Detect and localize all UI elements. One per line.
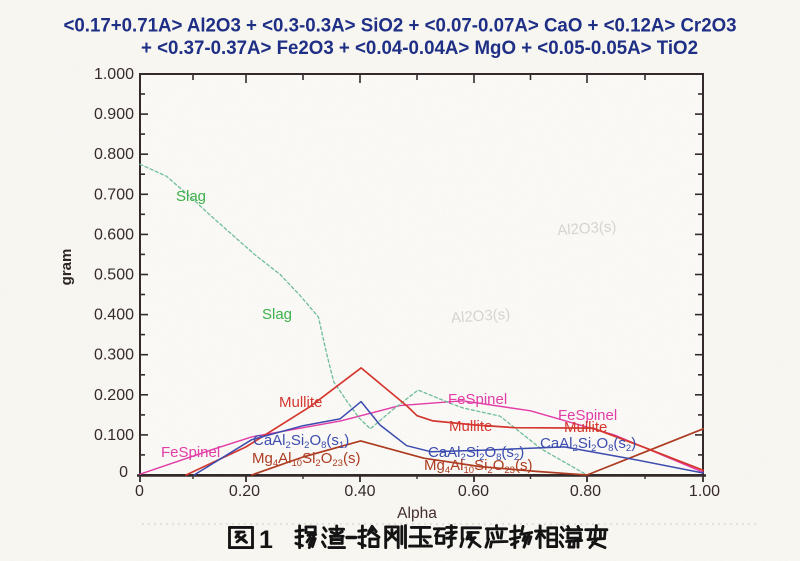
svg-text:1.000: 1.000 (94, 66, 134, 83)
svg-text:0: 0 (135, 483, 144, 500)
svg-text:0.500: 0.500 (94, 267, 134, 284)
svg-text:0.20: 0.20 (229, 483, 260, 500)
svg-text:Al2O3(s): Al2O3(s) (451, 306, 511, 327)
svg-text:Slag: Slag (262, 306, 292, 323)
svg-text:FeSpinel: FeSpinel (448, 391, 507, 408)
svg-text:0.40: 0.40 (344, 483, 375, 500)
svg-text:CaAl2Si2O8(s2): CaAl2Si2O8(s2) (540, 435, 636, 454)
svg-text:0.80: 0.80 (570, 483, 601, 500)
svg-text:FeSpinel: FeSpinel (161, 444, 220, 461)
svg-text:Slag: Slag (176, 188, 206, 205)
svg-text:0.400: 0.400 (94, 307, 134, 324)
svg-text:+ <0.37-0.37A> Fe2O3 + <0.04-0: + <0.37-0.37A> Fe2O3 + <0.04-0.04A> MgO … (141, 38, 698, 59)
svg-text:<0.17+0.71A> Al2O3 + <0.3-0.3A: <0.17+0.71A> Al2O3 + <0.3-0.3A> SiO2 + <… (64, 16, 737, 37)
svg-text:Al2O3(s): Al2O3(s) (557, 218, 617, 239)
svg-text:0.700: 0.700 (94, 186, 134, 203)
svg-text:Mullite: Mullite (564, 419, 607, 436)
svg-text:Alpha: Alpha (397, 505, 437, 522)
svg-text:0: 0 (119, 464, 128, 481)
svg-text:0.300: 0.300 (94, 347, 134, 364)
svg-text:0.200: 0.200 (94, 387, 134, 404)
svg-text:CaAl2Si2O8(s2): CaAl2Si2O8(s2) (428, 444, 524, 463)
svg-text:1: 1 (259, 526, 273, 554)
svg-text:Mullite: Mullite (449, 418, 492, 435)
svg-text:FeSpinel: FeSpinel (558, 407, 617, 424)
svg-text:1.00: 1.00 (689, 483, 720, 500)
svg-text:0.100: 0.100 (94, 427, 134, 444)
svg-text:Mg4Al10Si2O23(s): Mg4Al10Si2O23(s) (424, 457, 532, 476)
svg-text:0.600: 0.600 (94, 226, 134, 243)
svg-text:Mg4Al10Si2O23(s): Mg4Al10Si2O23(s) (252, 450, 360, 469)
svg-text:0.60: 0.60 (458, 483, 489, 500)
svg-text:CaAl2Si2O8(s1): CaAl2Si2O8(s1) (253, 432, 349, 451)
svg-text:0.800: 0.800 (94, 146, 134, 163)
svg-text:Mullite: Mullite (279, 394, 322, 411)
svg-text:gram: gram (58, 249, 75, 286)
svg-text:0.900: 0.900 (94, 106, 134, 123)
